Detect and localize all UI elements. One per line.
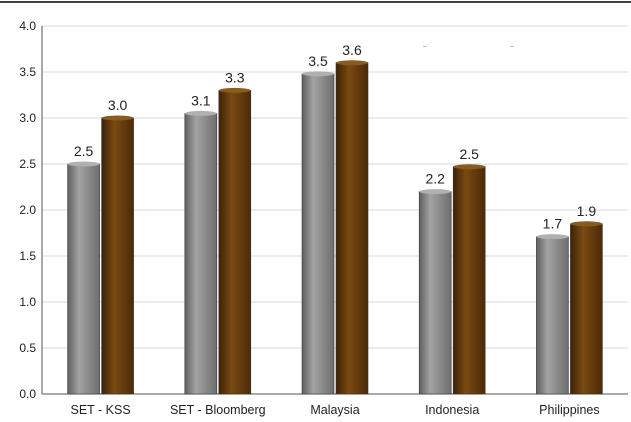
legend-marker: -- <box>423 44 427 50</box>
bar-cap <box>218 87 251 93</box>
x-tick-label: SET - KSS <box>70 403 130 417</box>
data-label: 3.3 <box>225 69 245 85</box>
x-tick-label: Malaysia <box>310 403 359 417</box>
y-tick-label: 0.0 <box>19 387 36 401</box>
bar <box>301 73 335 395</box>
bar-cap <box>336 60 368 66</box>
bar <box>570 223 603 395</box>
y-tick-label: 3.0 <box>19 111 36 125</box>
x-tick-label: SET - Bloomberg <box>170 403 266 417</box>
bar <box>536 236 569 395</box>
data-label: 2.5 <box>74 143 94 159</box>
bar <box>418 191 452 395</box>
bar <box>101 117 134 395</box>
bar <box>452 166 486 395</box>
bar-cap <box>67 161 100 167</box>
data-label: 3.6 <box>342 42 362 58</box>
bar <box>218 90 252 395</box>
bar-cap <box>570 221 603 227</box>
y-tick-label: 4.0 <box>19 19 36 33</box>
data-label: 2.2 <box>425 171 445 187</box>
bar-cap <box>302 71 334 77</box>
bars <box>67 60 603 395</box>
x-tick-label: Philippines <box>539 403 599 417</box>
bar-cap <box>184 110 217 116</box>
data-labels: 2.5 3.0 3.1 3.3 3.5 3.6 2.2 2.5 1.7 1.9 <box>74 42 596 232</box>
y-tick-label: 2.0 <box>19 203 36 217</box>
y-tick-label: 1.0 <box>19 295 36 309</box>
data-label: 3.1 <box>191 92 211 108</box>
data-label: 3.5 <box>308 53 328 69</box>
data-label: 1.7 <box>543 216 563 232</box>
grid-lines <box>41 25 628 395</box>
bar-cap <box>419 189 452 195</box>
bar-cap <box>536 234 569 240</box>
legend: -- -- <box>423 44 514 50</box>
y-tick-label: 1.5 <box>19 249 36 263</box>
bar <box>335 62 369 395</box>
y-tick-label: 2.5 <box>19 157 36 171</box>
y-tick-label: 0.5 <box>19 341 36 355</box>
data-label: 1.9 <box>577 203 597 219</box>
data-label: 3.0 <box>108 97 128 113</box>
y-tick-labels: 0.0 0.5 1.0 1.5 2.0 2.5 3.0 3.5 4.0 <box>19 19 36 401</box>
bar-cap <box>101 115 134 121</box>
x-tick-labels: SET - KSS SET - Bloomberg Malaysia Indonesi… <box>70 403 599 417</box>
bar <box>184 113 218 395</box>
data-label: 2.5 <box>459 146 479 162</box>
y-tick-label: 3.5 <box>19 65 36 79</box>
bar <box>67 163 100 395</box>
bar-cap <box>453 164 486 170</box>
x-tick-label: Indonesia <box>425 403 479 417</box>
legend-marker: -- <box>510 44 514 50</box>
